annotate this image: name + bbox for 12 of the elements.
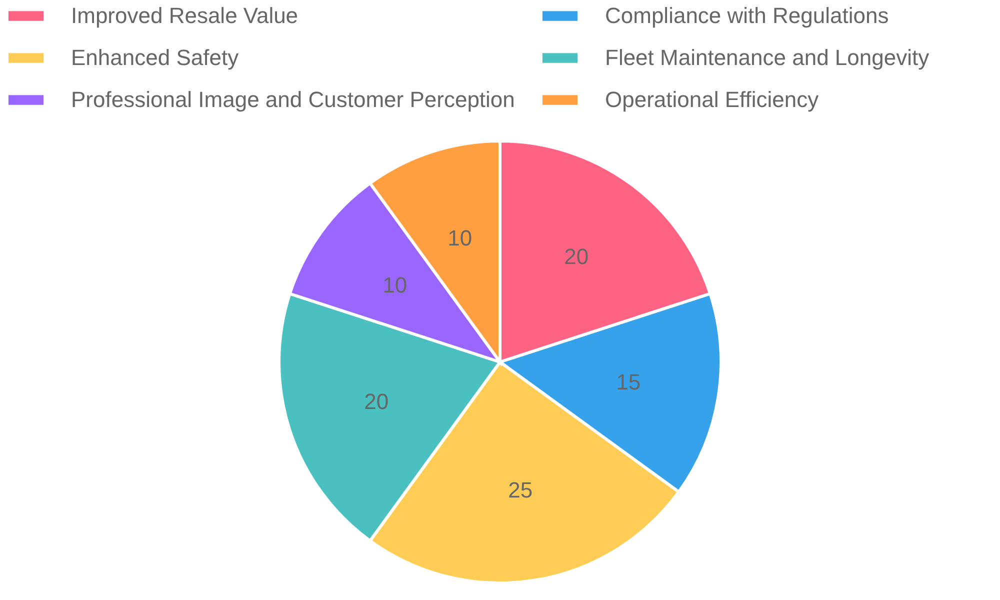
legend-label: Operational Efficiency: [605, 87, 819, 112]
legend-label: Professional Image and Customer Perception: [71, 87, 515, 112]
legend-label: Improved Resale Value: [71, 3, 298, 28]
data-label: 20: [364, 389, 389, 414]
legend-label: Enhanced Safety: [71, 45, 239, 70]
data-label: 25: [508, 477, 533, 502]
data-label: 15: [616, 369, 641, 394]
legend-label: Fleet Maintenance and Longevity: [605, 45, 930, 70]
data-label: 10: [382, 272, 408, 298]
data-label: 10: [448, 225, 472, 250]
data-label: 20: [564, 244, 589, 269]
legend-label: Compliance with Regulations: [605, 3, 889, 28]
